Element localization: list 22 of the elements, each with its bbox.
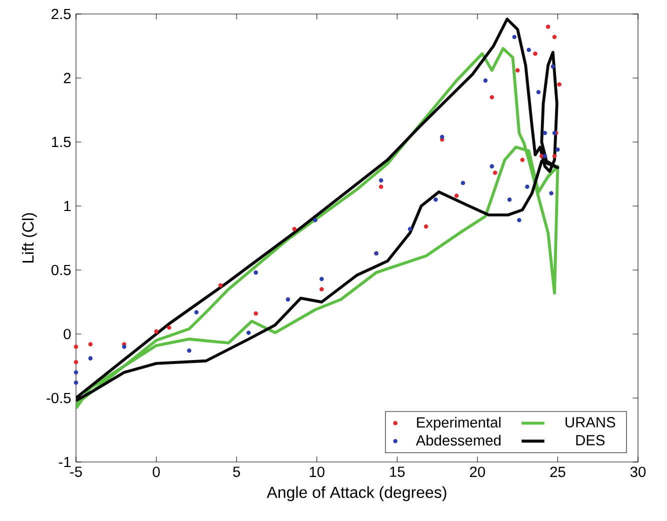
y-tick-label: 1.5	[52, 136, 71, 148]
y-axis-title: Lift (Cl)	[22, 213, 37, 262]
y-tick-label: 0.5	[51, 264, 71, 276]
x-tick-label: -5	[70, 466, 82, 477]
y-tick-label: 0	[64, 328, 71, 340]
y-tick-label: -1	[58, 456, 71, 468]
x-axis-title: Angle of Attack (degrees)	[266, 486, 446, 502]
legend-label: DES	[576, 435, 605, 446]
y-tick-label: 2.5	[52, 8, 71, 20]
x-tick-label: 25	[550, 466, 566, 478]
legend-label: Abdessemed	[416, 434, 501, 446]
x-tick-label: 0	[152, 466, 160, 478]
x-tick-label: 30	[630, 466, 646, 478]
x-tick-label: 20	[470, 466, 485, 478]
x-tick-label: 15	[390, 466, 405, 477]
x-tick-label: 5	[233, 466, 240, 477]
y-tick-label: 1	[64, 200, 71, 212]
legend-label: Experimental	[417, 416, 500, 431]
legend-label: URANS	[566, 417, 616, 428]
y-tick-label: 2	[64, 72, 71, 84]
x-tick-label: 10	[310, 466, 324, 478]
y-tick-label: -0.5	[46, 392, 71, 404]
